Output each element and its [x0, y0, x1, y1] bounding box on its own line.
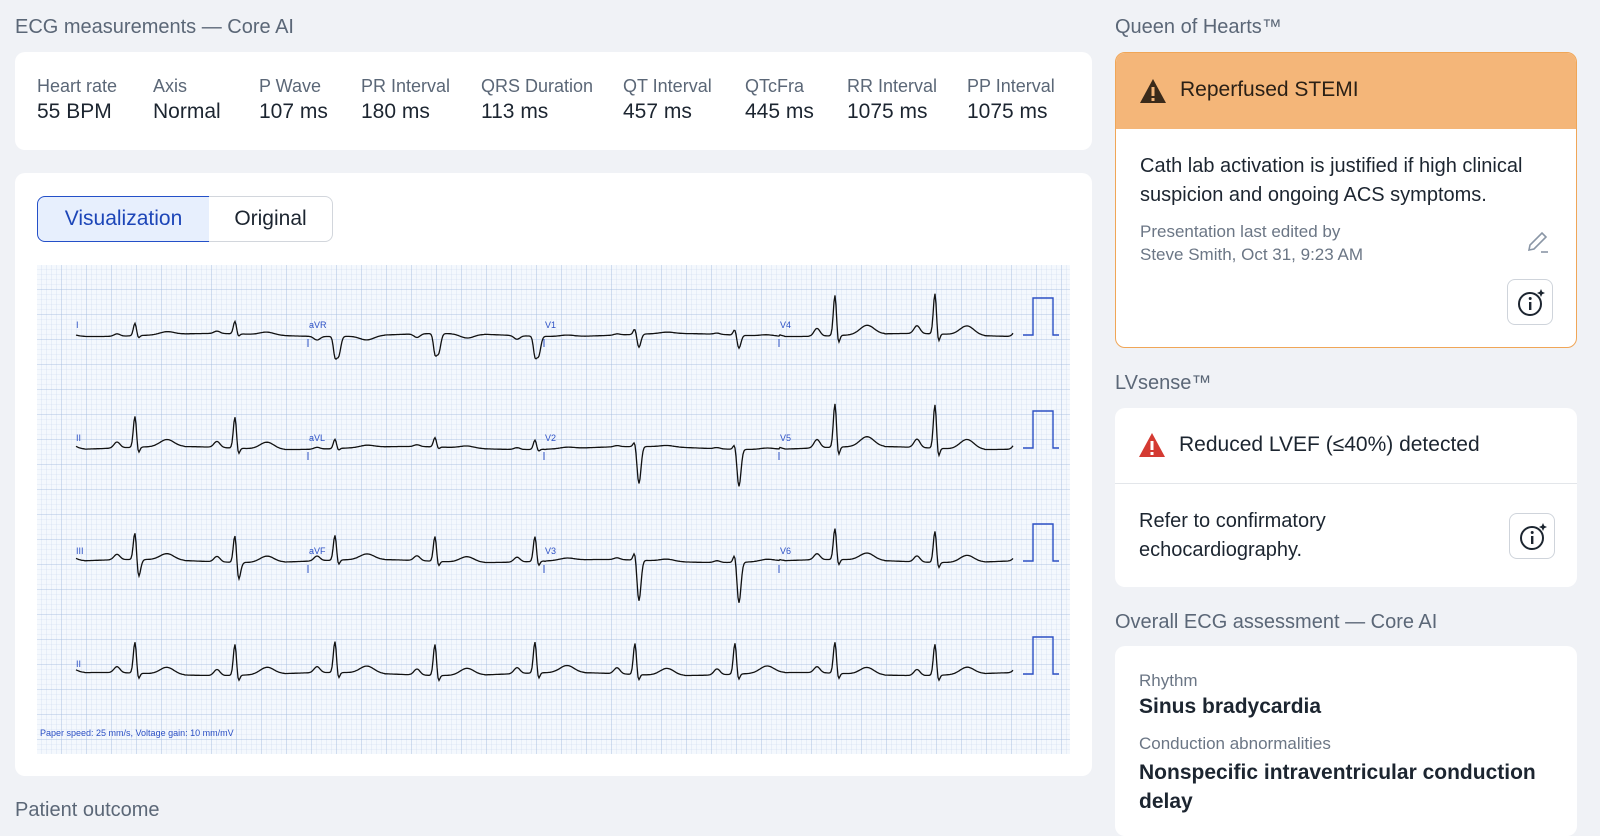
lead-label: II: [76, 433, 81, 443]
ecg-trace: [75, 293, 1014, 360]
lead-label: V1: [545, 320, 556, 330]
measurement-label: P Wave: [259, 76, 322, 96]
alert-title: Reduced LVEF (≤40%) detected: [1179, 433, 1480, 456]
measurement-value: 55 BPM: [37, 100, 112, 123]
lead-label: V6: [780, 546, 791, 556]
measurement-label: QT Interval: [623, 76, 712, 96]
measurement-value: 107 ms: [259, 100, 328, 123]
measurement-value: 1075 ms: [967, 100, 1048, 123]
section-title: ECG measurements — Core AI: [15, 16, 294, 38]
divider: [1115, 483, 1577, 484]
calibration-pulse: [1023, 523, 1059, 562]
tab[interactable]: Original: [209, 196, 333, 242]
lead-label: aVL: [309, 433, 325, 443]
ecg-footnote: Paper speed: 25 mm/s, Voltage gain: 10 m…: [40, 728, 234, 738]
ecg-trace: [75, 641, 1014, 682]
calibration-pulse: [1023, 410, 1059, 449]
assessment-label: Conduction abnormalities: [1139, 734, 1331, 753]
measurement-value: 113 ms: [481, 100, 549, 123]
info-icon: [1518, 289, 1545, 316]
measurement-label: RR Interval: [847, 76, 938, 96]
measurement-value: 180 ms: [361, 100, 430, 123]
lead-label: V4: [780, 320, 791, 330]
info-button[interactable]: [1509, 513, 1555, 559]
alert-card: [1115, 408, 1577, 587]
measurements-card: Heart rate 55 BPM Axis Normal P Wave 107 ms PR…: [15, 52, 1092, 150]
calibration-pulse: [1023, 636, 1059, 675]
measurement-value: 457 ms: [623, 100, 692, 123]
lead-label: II: [76, 659, 81, 669]
lead-label: V5: [780, 433, 791, 443]
lead-label: aVF: [309, 546, 326, 556]
measurement-value: 445 ms: [745, 100, 814, 123]
tab[interactable]: Visualization: [37, 196, 210, 242]
measurement-label: PP Interval: [967, 76, 1055, 96]
lead-label: V2: [545, 433, 556, 443]
warning-icon: [1140, 79, 1166, 103]
info-button[interactable]: [1507, 279, 1553, 325]
alert-title: Reperfused STEMI: [1180, 78, 1359, 101]
measurement-label: PR Interval: [361, 76, 451, 96]
measurement-label: Heart rate: [37, 76, 118, 96]
edited-by: Steve Smith, Oct 31, 9:23 AM: [1140, 245, 1363, 264]
ecg-trace: [75, 528, 1014, 603]
assessment-label: Rhythm: [1139, 671, 1198, 690]
info-icon: [1520, 523, 1547, 550]
alert-message: Cath lab activation is justified if high…: [1140, 155, 1523, 206]
section-title: Overall ECG assessment — Core AI: [1115, 611, 1438, 633]
measurement-label: Axis: [153, 76, 188, 96]
section-title: Queen of Hearts™: [1115, 16, 1282, 38]
alert-message: Refer to confirmatory echocardiography.: [1139, 510, 1326, 561]
alert-header: [1116, 53, 1576, 129]
edit-button[interactable]: [1525, 230, 1551, 256]
ecg-chart: Paper speed: 25 mm/s, Voltage gain: 10 m…: [37, 265, 1070, 754]
lead-label: III: [76, 546, 84, 556]
assessment-value: Nonspecific intraventricular conduction …: [1139, 761, 1536, 813]
alert-card: [1115, 52, 1577, 348]
edited-label: Presentation last edited by: [1140, 222, 1341, 241]
calibration-pulse: [1023, 297, 1059, 336]
section-title: LVsense™: [1115, 372, 1212, 394]
measurement-value: Normal: [153, 100, 221, 123]
measurement-label: QTcFra: [745, 76, 805, 96]
section-title: Patient outcome: [15, 799, 160, 821]
measurement-value: 1075 ms: [847, 100, 928, 123]
ecg-trace: [75, 403, 1014, 487]
measurement-label: QRS Duration: [481, 76, 594, 96]
lead-label: I: [76, 320, 79, 330]
warning-icon: [1139, 433, 1165, 457]
assessment-value: Sinus bradycardia: [1139, 695, 1322, 718]
assessment-card: [1115, 646, 1577, 836]
lead-label: V3: [545, 546, 556, 556]
lead-label: aVR: [309, 320, 327, 330]
ecg-grid: [37, 265, 1070, 754]
